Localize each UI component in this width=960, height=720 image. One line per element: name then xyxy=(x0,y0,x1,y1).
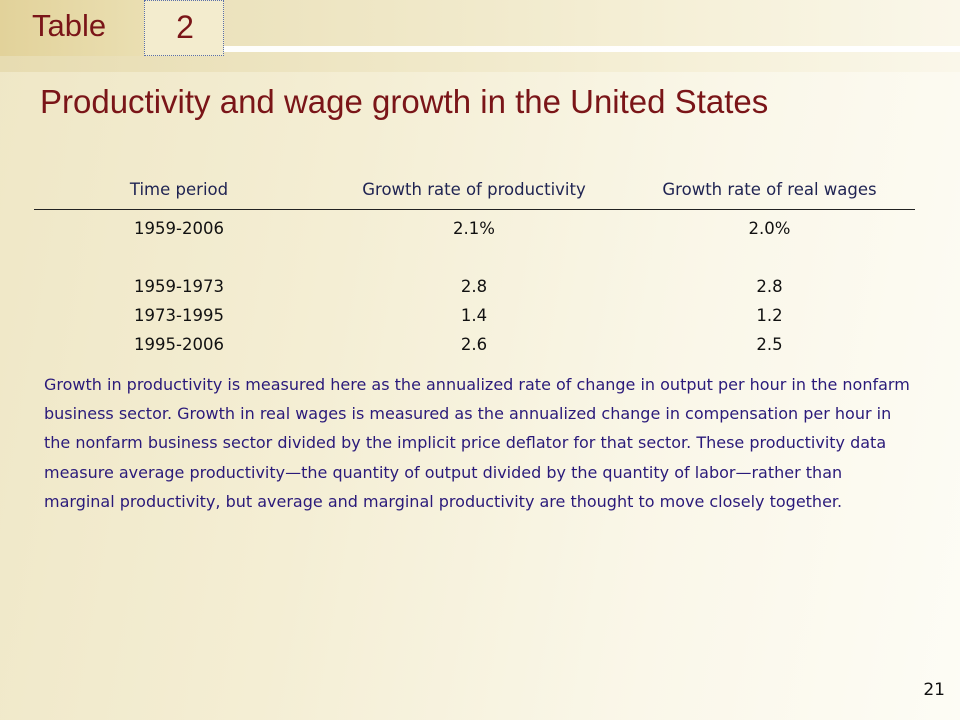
header-real-wages: Growth rate of real wages xyxy=(662,180,877,199)
table-header-row: Time period Growth rate of productivity … xyxy=(34,175,915,207)
table-row: 1995-2006 2.6 2.5 xyxy=(34,330,915,360)
cell-real-wages: 2.8 xyxy=(756,277,783,296)
cell-productivity: 2.8 xyxy=(460,277,488,296)
page-title: Productivity and wage growth in the Unit… xyxy=(40,83,769,120)
cell-real-wages: 1.2 xyxy=(756,306,783,325)
page-number: 21 xyxy=(923,680,945,700)
header-time-period: Time period xyxy=(129,180,229,199)
table-footnote: Growth in productivity is measured here … xyxy=(44,375,910,511)
cell-real-wages: 2.5 xyxy=(756,335,783,354)
table-number: 2 xyxy=(176,9,194,45)
cell-productivity: 1.4 xyxy=(460,306,488,325)
table-number-box: 2 xyxy=(144,0,224,56)
table-badge-label: Table xyxy=(32,8,107,43)
cell-time-period: 1959-1973 xyxy=(134,277,224,296)
table-badge: Table xyxy=(0,0,144,56)
table-row: 1973-1995 1.4 1.2 xyxy=(34,301,915,331)
table-row: 1959-2006 2.1% 2.0% xyxy=(34,214,915,244)
cell-time-period: 1959-2006 xyxy=(134,219,224,238)
header-productivity: Growth rate of productivity xyxy=(362,180,586,199)
cell-productivity: 2.1% xyxy=(453,219,495,238)
header-stripe xyxy=(0,46,960,52)
cell-time-period: 1995-2006 xyxy=(134,335,224,354)
cell-real-wages: 2.0% xyxy=(748,219,791,238)
cell-productivity: 2.6 xyxy=(460,335,488,354)
header-rule xyxy=(34,209,915,210)
cell-time-period: 1973-1995 xyxy=(134,306,224,325)
table-row: 1959-1973 2.8 2.8 xyxy=(34,272,915,302)
